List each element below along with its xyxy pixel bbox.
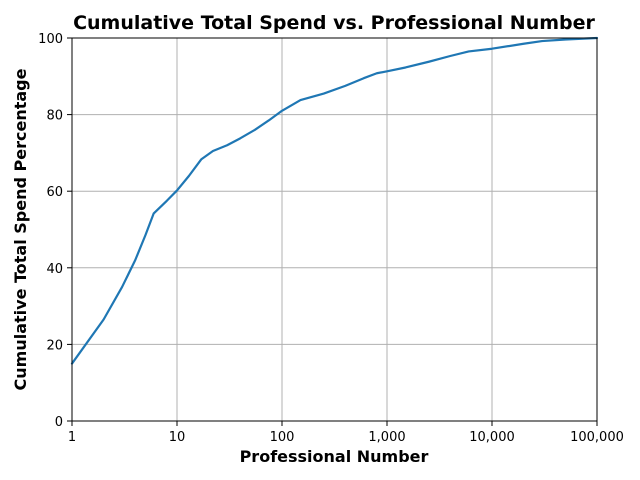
- series-layer: [70, 36, 599, 365]
- y-axis-title: Cumulative Total Spend Percentage: [11, 68, 30, 390]
- x-tick-label: 100,000: [570, 430, 624, 445]
- series-line-0: [70, 36, 599, 365]
- x-axis-title: Professional Number: [240, 447, 429, 466]
- y-tick-label: 60: [46, 185, 63, 200]
- x-tick-label: 100: [270, 430, 295, 445]
- y-tick-label: 80: [46, 109, 63, 124]
- y-tick-label: 100: [38, 32, 63, 47]
- x-tick-label: 1: [68, 430, 76, 445]
- ticks: 1 10 100 1,000 10,000 100,000 0 20 40 60 80 100: [38, 32, 624, 445]
- y-tick-label: 0: [55, 415, 63, 430]
- y-tick-label: 20: [46, 338, 63, 353]
- y-tick-label: 40: [46, 262, 63, 277]
- x-tick-label: 10,000: [469, 430, 515, 445]
- x-tick-label: 1,000: [368, 430, 405, 445]
- chart-title: Cumulative Total Spend vs. Professional …: [73, 12, 595, 34]
- plot-frame: [71, 37, 598, 422]
- x-tick-label: 10: [169, 430, 186, 445]
